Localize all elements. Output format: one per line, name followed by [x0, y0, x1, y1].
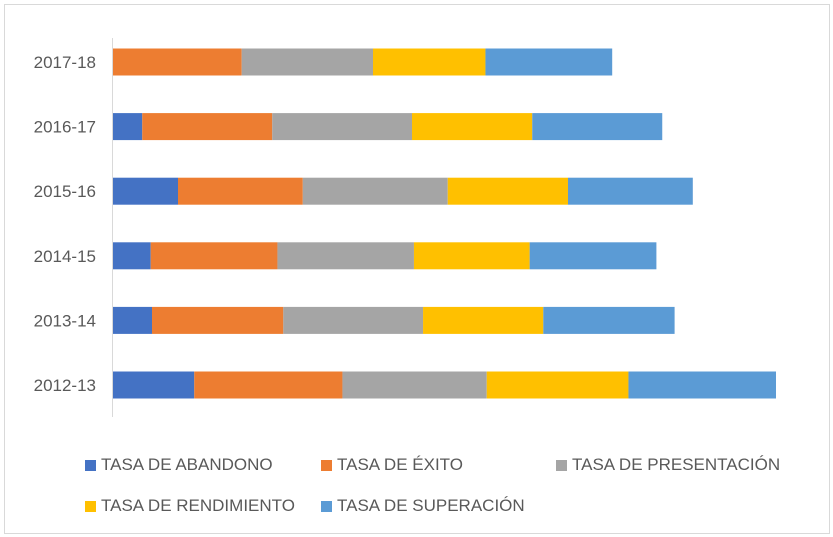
bar-segment	[152, 306, 284, 334]
legend-swatch	[85, 459, 96, 471]
legend-item-rendimiento: TASA DE RENDIMIENTO	[85, 496, 295, 516]
chart-frame: 2012-13 2013-14 2014-15 2015-16 2016-17 2017-…	[4, 4, 830, 534]
bar-segment	[283, 306, 424, 334]
bar-segment	[194, 371, 343, 399]
legend-item-exito: TASA DE ÉXITO	[321, 455, 463, 475]
bar-chart: 2012-13 2013-14 2014-15 2015-16 2016-17 2017-…	[34, 38, 776, 417]
bar-segment	[277, 242, 414, 270]
legend-label: TASA DE SUPERACIÓN	[337, 496, 525, 515]
bar-segment	[532, 113, 663, 141]
bar-segment	[486, 371, 629, 399]
bar-segment	[113, 242, 151, 270]
bar-segment	[413, 242, 530, 270]
bar-segment	[113, 113, 143, 141]
bar-segment	[412, 113, 533, 141]
legend-swatch	[321, 459, 332, 471]
bar-segment	[272, 113, 412, 141]
y-tick-label: 2012-13	[34, 376, 96, 395]
bar-segment	[113, 48, 242, 76]
bar-segment	[447, 177, 568, 205]
legend-label: TASA DE ÉXITO	[337, 455, 463, 474]
bar-segment	[342, 371, 487, 399]
bar-segment	[113, 371, 195, 399]
bar-segment	[142, 113, 273, 141]
legend-item-presentacion: TASA DE PRESENTACIÓN	[556, 455, 780, 475]
legend-swatch	[321, 500, 332, 512]
bar-segment	[302, 177, 448, 205]
legend-label: TASA DE PRESENTACIÓN	[572, 455, 781, 474]
bar-segment	[628, 371, 776, 399]
y-tick-label: 2013-14	[34, 311, 96, 330]
legend-swatch	[85, 500, 96, 512]
legend-label: TASA DE RENDIMIENTO	[101, 496, 295, 515]
legend-label: TASA DE ABANDONO	[101, 455, 273, 474]
bar-segment	[543, 306, 675, 334]
y-tick-label: 2016-17	[34, 118, 96, 137]
y-tick-label: 2017-18	[34, 53, 96, 72]
bar-segment	[485, 48, 613, 76]
bar-segment	[423, 306, 544, 334]
legend-item-superacion: TASA DE SUPERACIÓN	[321, 496, 525, 516]
bar-segment	[373, 48, 486, 76]
y-tick-label: 2014-15	[34, 247, 96, 266]
bar-segment	[150, 242, 278, 270]
legend-swatch	[556, 459, 567, 471]
bar-segment	[568, 177, 693, 205]
bar-segment	[241, 48, 373, 76]
tick-labels: 2012-13 2013-14 2014-15 2015-16 2016-17 2017-…	[34, 53, 96, 395]
bar-segment	[113, 177, 178, 205]
legend-item-abandono: TASA DE ABANDONO	[85, 455, 273, 475]
y-tick-label: 2015-16	[34, 182, 96, 201]
bar-segment	[529, 242, 657, 270]
bar-segment	[178, 177, 303, 205]
bar-segment	[113, 306, 152, 334]
bars-layer	[113, 48, 776, 399]
